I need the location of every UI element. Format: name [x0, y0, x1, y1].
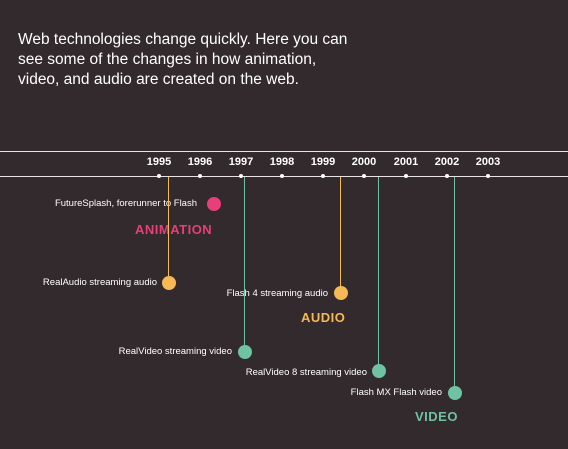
year-tick — [445, 174, 449, 178]
category-label-audio: AUDIO — [301, 310, 346, 325]
audio-event-dot — [334, 286, 348, 300]
year-label: 2003 — [475, 156, 501, 168]
year-label: 1998 — [269, 156, 295, 168]
year-label: 1997 — [228, 156, 254, 168]
event-stem — [378, 177, 379, 371]
event-label: Flash 4 streaming audio — [226, 288, 328, 299]
year-label: 1996 — [187, 156, 213, 168]
year-tick — [280, 174, 284, 178]
event-label: RealAudio streaming audio — [42, 277, 157, 288]
video-event-dot — [372, 364, 386, 378]
event-stem — [244, 177, 245, 352]
year-tick — [486, 174, 490, 178]
year-label: 1999 — [310, 156, 336, 168]
category-label-animation: ANIMATION — [135, 222, 213, 237]
event-stem — [340, 177, 341, 293]
animation-event-dot — [207, 197, 221, 211]
audio-event-dot — [162, 276, 176, 290]
timeline-axis — [0, 176, 568, 177]
video-event-dot — [238, 345, 252, 359]
event-stem — [168, 177, 169, 282]
event-stem — [454, 177, 455, 393]
event-label: RealVideo 8 streaming video — [245, 367, 367, 378]
year-label: 1995 — [146, 156, 172, 168]
video-event-dot — [448, 386, 462, 400]
event-label: RealVideo streaming video — [118, 346, 232, 357]
year-label: 2001 — [393, 156, 419, 168]
year-tick — [362, 174, 366, 178]
year-tick — [321, 174, 325, 178]
year-label: 2002 — [434, 156, 460, 168]
event-label: Flash MX Flash video — [350, 387, 442, 398]
year-tick — [239, 174, 243, 178]
year-tick — [157, 174, 161, 178]
year-tick — [198, 174, 202, 178]
year-tick — [404, 174, 408, 178]
intro-paragraph: Web technologies change quickly. Here yo… — [18, 31, 348, 88]
event-label: FutureSplash, forerunner to Flash — [54, 198, 197, 209]
category-label-video: VIDEO — [415, 409, 458, 424]
timeline-top-rule — [0, 151, 568, 152]
year-label: 2000 — [351, 156, 377, 168]
